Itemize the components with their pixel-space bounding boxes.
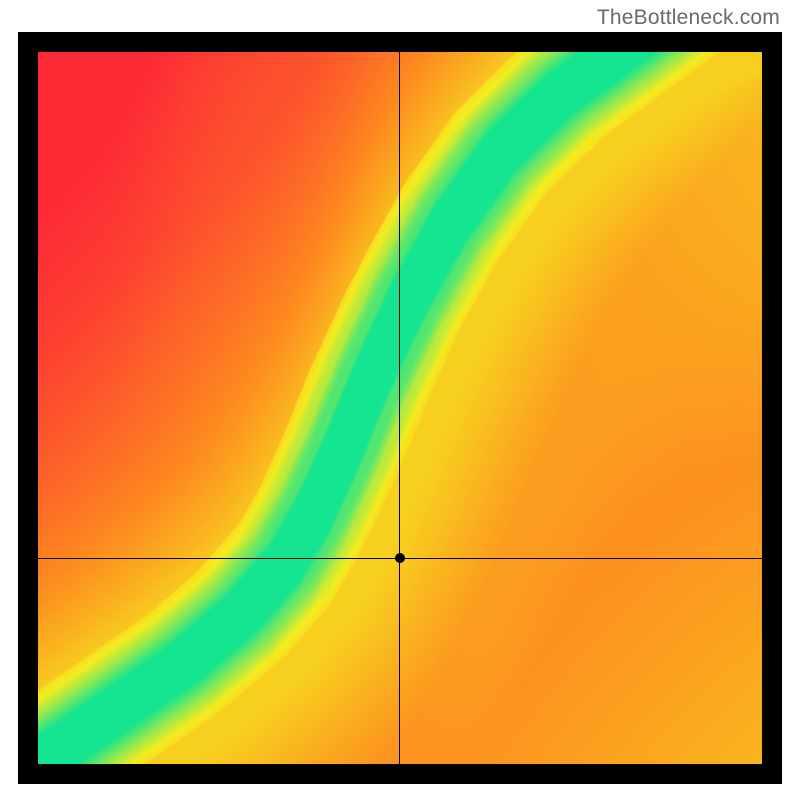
crosshair-marker bbox=[395, 553, 405, 563]
crosshair-vertical bbox=[399, 52, 400, 764]
bottleneck-heatmap bbox=[38, 52, 762, 764]
watermark-text: TheBottleneck.com bbox=[597, 6, 780, 30]
